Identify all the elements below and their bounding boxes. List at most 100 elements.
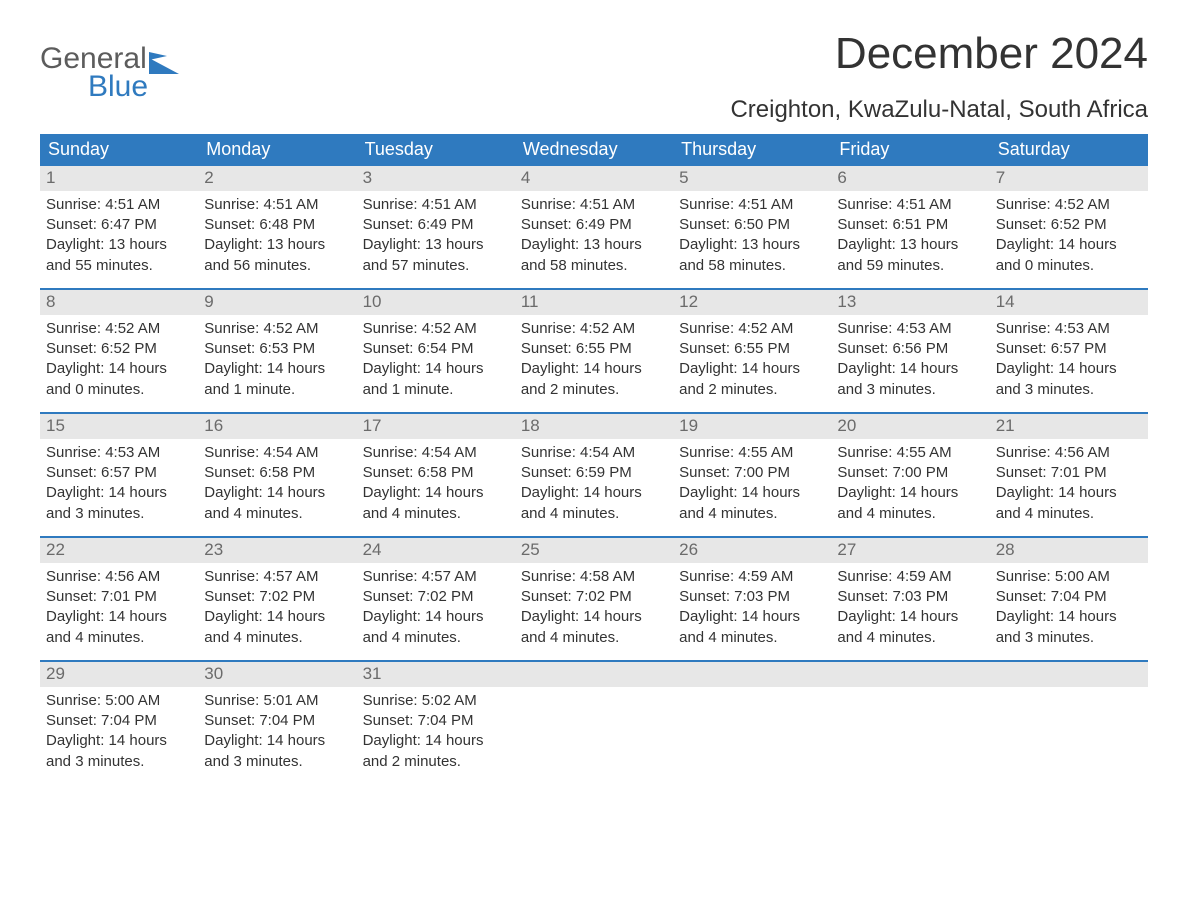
- day-sunset: Sunset: 7:00 PM: [679, 463, 825, 483]
- day-body: Sunrise: 4:56 AMSunset: 7:01 PMDaylight:…: [40, 563, 198, 654]
- day-sunrise: Sunrise: 4:57 AM: [363, 567, 509, 587]
- day-daylight2: and 2 minutes.: [679, 380, 825, 400]
- week-row: 29Sunrise: 5:00 AMSunset: 7:04 PMDayligh…: [40, 660, 1148, 784]
- day-daylight2: and 4 minutes.: [837, 628, 983, 648]
- day-sunrise: Sunrise: 4:51 AM: [679, 195, 825, 215]
- day-number: 13: [831, 290, 989, 314]
- day-number: 25: [515, 538, 673, 562]
- day-daylight1: Daylight: 14 hours: [521, 483, 667, 503]
- day-body: Sunrise: 4:51 AMSunset: 6:49 PMDaylight:…: [357, 191, 515, 282]
- day-daylight1: Daylight: 14 hours: [996, 483, 1142, 503]
- day-body: Sunrise: 4:52 AMSunset: 6:52 PMDaylight:…: [990, 191, 1148, 282]
- day-cell: .: [990, 662, 1148, 784]
- dow-saturday: Saturday: [990, 134, 1148, 166]
- day-daylight2: and 55 minutes.: [46, 256, 192, 276]
- day-number: .: [673, 662, 831, 686]
- day-sunset: Sunset: 6:52 PM: [996, 215, 1142, 235]
- day-cell: 9Sunrise: 4:52 AMSunset: 6:53 PMDaylight…: [198, 290, 356, 412]
- day-sunrise: Sunrise: 4:51 AM: [204, 195, 350, 215]
- day-sunset: Sunset: 6:52 PM: [46, 339, 192, 359]
- day-sunset: Sunset: 6:49 PM: [363, 215, 509, 235]
- day-daylight1: Daylight: 13 hours: [204, 235, 350, 255]
- day-sunset: Sunset: 7:02 PM: [204, 587, 350, 607]
- day-number: 12: [673, 290, 831, 314]
- day-daylight1: Daylight: 14 hours: [363, 607, 509, 627]
- day-sunrise: Sunrise: 4:56 AM: [996, 443, 1142, 463]
- day-sunrise: Sunrise: 4:55 AM: [837, 443, 983, 463]
- day-sunset: Sunset: 6:55 PM: [521, 339, 667, 359]
- day-daylight1: Daylight: 13 hours: [837, 235, 983, 255]
- day-daylight2: and 58 minutes.: [679, 256, 825, 276]
- day-daylight2: and 4 minutes.: [837, 504, 983, 524]
- day-sunset: Sunset: 6:54 PM: [363, 339, 509, 359]
- day-body: Sunrise: 4:52 AMSunset: 6:54 PMDaylight:…: [357, 315, 515, 406]
- week-row: 22Sunrise: 4:56 AMSunset: 7:01 PMDayligh…: [40, 536, 1148, 660]
- day-daylight1: Daylight: 14 hours: [204, 483, 350, 503]
- day-sunset: Sunset: 6:58 PM: [363, 463, 509, 483]
- day-cell: 23Sunrise: 4:57 AMSunset: 7:02 PMDayligh…: [198, 538, 356, 660]
- dow-monday: Monday: [198, 134, 356, 166]
- day-sunrise: Sunrise: 5:01 AM: [204, 691, 350, 711]
- day-cell: 24Sunrise: 4:57 AMSunset: 7:02 PMDayligh…: [357, 538, 515, 660]
- day-cell: 3Sunrise: 4:51 AMSunset: 6:49 PMDaylight…: [357, 166, 515, 288]
- day-sunset: Sunset: 6:57 PM: [46, 463, 192, 483]
- day-sunrise: Sunrise: 4:52 AM: [204, 319, 350, 339]
- calendar: Sunday Monday Tuesday Wednesday Thursday…: [40, 134, 1148, 784]
- day-daylight2: and 4 minutes.: [363, 628, 509, 648]
- day-sunset: Sunset: 6:48 PM: [204, 215, 350, 235]
- week-row: 1Sunrise: 4:51 AMSunset: 6:47 PMDaylight…: [40, 166, 1148, 288]
- day-body: Sunrise: 5:00 AMSunset: 7:04 PMDaylight:…: [990, 563, 1148, 654]
- day-number: 5: [673, 166, 831, 190]
- day-daylight1: Daylight: 14 hours: [996, 359, 1142, 379]
- day-daylight2: and 4 minutes.: [679, 628, 825, 648]
- day-cell: 19Sunrise: 4:55 AMSunset: 7:00 PMDayligh…: [673, 414, 831, 536]
- day-cell: 18Sunrise: 4:54 AMSunset: 6:59 PMDayligh…: [515, 414, 673, 536]
- day-daylight1: Daylight: 14 hours: [679, 359, 825, 379]
- day-body: Sunrise: 5:00 AMSunset: 7:04 PMDaylight:…: [40, 687, 198, 778]
- week-row: 15Sunrise: 4:53 AMSunset: 6:57 PMDayligh…: [40, 412, 1148, 536]
- day-number: 19: [673, 414, 831, 438]
- day-body: Sunrise: 4:53 AMSunset: 6:57 PMDaylight:…: [40, 439, 198, 530]
- day-sunset: Sunset: 7:04 PM: [996, 587, 1142, 607]
- day-daylight1: Daylight: 14 hours: [837, 607, 983, 627]
- day-daylight2: and 4 minutes.: [363, 504, 509, 524]
- day-daylight1: Daylight: 14 hours: [521, 359, 667, 379]
- day-number: 27: [831, 538, 989, 562]
- day-number: 23: [198, 538, 356, 562]
- day-body: Sunrise: 4:59 AMSunset: 7:03 PMDaylight:…: [831, 563, 989, 654]
- day-sunset: Sunset: 6:55 PM: [679, 339, 825, 359]
- day-sunrise: Sunrise: 4:52 AM: [996, 195, 1142, 215]
- day-sunset: Sunset: 7:03 PM: [679, 587, 825, 607]
- day-body: Sunrise: 4:52 AMSunset: 6:52 PMDaylight:…: [40, 315, 198, 406]
- day-cell: 28Sunrise: 5:00 AMSunset: 7:04 PMDayligh…: [990, 538, 1148, 660]
- day-daylight2: and 2 minutes.: [363, 752, 509, 772]
- day-daylight1: Daylight: 14 hours: [46, 731, 192, 751]
- day-sunrise: Sunrise: 4:53 AM: [837, 319, 983, 339]
- day-daylight2: and 4 minutes.: [521, 628, 667, 648]
- day-daylight2: and 2 minutes.: [521, 380, 667, 400]
- day-number: 7: [990, 166, 1148, 190]
- day-cell: 31Sunrise: 5:02 AMSunset: 7:04 PMDayligh…: [357, 662, 515, 784]
- day-daylight2: and 4 minutes.: [204, 628, 350, 648]
- dow-sunday: Sunday: [40, 134, 198, 166]
- day-daylight2: and 3 minutes.: [996, 628, 1142, 648]
- day-daylight1: Daylight: 13 hours: [363, 235, 509, 255]
- day-sunset: Sunset: 7:04 PM: [46, 711, 192, 731]
- day-number: 28: [990, 538, 1148, 562]
- day-cell: 5Sunrise: 4:51 AMSunset: 6:50 PMDaylight…: [673, 166, 831, 288]
- day-sunrise: Sunrise: 4:51 AM: [837, 195, 983, 215]
- day-number: 15: [40, 414, 198, 438]
- day-cell: 29Sunrise: 5:00 AMSunset: 7:04 PMDayligh…: [40, 662, 198, 784]
- day-daylight1: Daylight: 14 hours: [46, 607, 192, 627]
- day-sunrise: Sunrise: 4:57 AM: [204, 567, 350, 587]
- day-body: Sunrise: 4:52 AMSunset: 6:55 PMDaylight:…: [515, 315, 673, 406]
- day-body: Sunrise: 4:55 AMSunset: 7:00 PMDaylight:…: [673, 439, 831, 530]
- day-daylight1: Daylight: 13 hours: [521, 235, 667, 255]
- day-cell: 27Sunrise: 4:59 AMSunset: 7:03 PMDayligh…: [831, 538, 989, 660]
- day-cell: 26Sunrise: 4:59 AMSunset: 7:03 PMDayligh…: [673, 538, 831, 660]
- day-sunrise: Sunrise: 4:52 AM: [679, 319, 825, 339]
- day-daylight1: Daylight: 14 hours: [204, 731, 350, 751]
- day-number: 26: [673, 538, 831, 562]
- logo-flag-icon: [149, 52, 179, 74]
- location: Creighton, KwaZulu-Natal, South Africa: [730, 96, 1148, 124]
